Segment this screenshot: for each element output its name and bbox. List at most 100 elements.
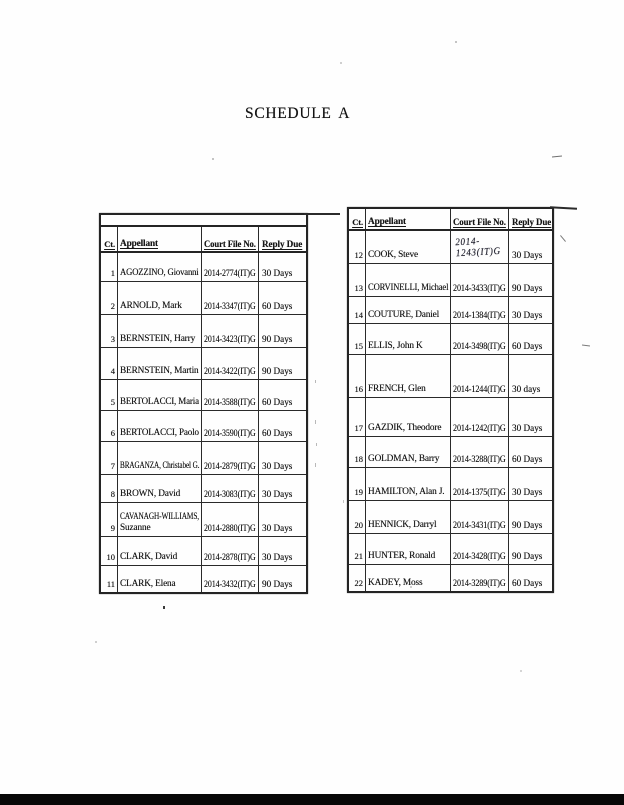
scan-speck	[315, 420, 316, 424]
row-number-cell: 16	[349, 355, 366, 397]
row-number-cell: 18	[349, 437, 366, 467]
column-header-court-file-no: Court File No.	[451, 209, 509, 229]
table-row: 13 CORVINELLI, Michael 2014-3433(IT)G 90 Da…	[349, 264, 552, 297]
court-file-no-cell: 2014-3432(IT)G	[202, 566, 259, 592]
reply-due-cell: 30 Days	[262, 552, 293, 562]
court-file-no-cell: 2014-3288(IT)G	[451, 437, 509, 467]
row-number-cell: 21	[349, 534, 366, 564]
table-row: 22 KADEY, Moss 2014-3289(IT)G 60 Days	[349, 565, 552, 591]
reply-due-cell: 30 days	[512, 384, 541, 394]
column-header-reply-due: Reply Due	[512, 217, 552, 227]
scan-speck	[560, 235, 566, 242]
page-title: SCHEDULE A	[245, 105, 351, 122]
court-file-no-cell: 2014-3083(IT)G	[202, 475, 259, 502]
row-number-cell: 3	[101, 315, 118, 347]
court-file-no-cell: 2014-3428(IT)G	[451, 534, 509, 564]
court-file-no-cell: 2014-3498(IT)G	[451, 324, 509, 354]
table-row: 20 HENNICK, Darryl 2014-3431(IT)G 90 Days	[349, 501, 552, 534]
court-file-no-cell: 2014-1375(IT)G	[451, 468, 509, 500]
court-file-no-cell: 2014-2879(IT)G	[202, 442, 259, 474]
table-row: 9 CAVANAGH-WILLIAMS, Suzanne 2014-2880(IT)G…	[101, 503, 306, 537]
scan-speck	[163, 606, 165, 609]
appellant-name-cell: KADEY, Moss	[366, 565, 451, 591]
reply-due-cell: 30 Days	[262, 268, 293, 278]
table-row: 6 BERTOLACCI, Paolo 2014-3590(IT)G 60 Days	[101, 411, 306, 442]
row-number-cell: 20	[349, 501, 366, 533]
table-row: 21 HUNTER, Ronald 2014-3428(IT)G 90 Days	[349, 534, 552, 565]
scan-speck	[340, 62, 342, 64]
column-header-appellant: Appellant	[118, 227, 202, 251]
court-file-no-cell: 2014-1242(IT)G	[451, 398, 509, 436]
reply-due-cell: 30 Days	[512, 310, 543, 320]
court-file-no-cell: 2014-3423(IT)G	[202, 315, 259, 347]
row-number-cell: 11	[101, 566, 118, 592]
reply-due-cell: 90 Days	[512, 520, 543, 530]
court-file-no-cell: 2014-1244(IT)G	[451, 355, 509, 397]
appellants-table-left: Ct. Appellant Court File No. Reply Due 1…	[99, 213, 308, 594]
row-number-cell: 12	[349, 231, 366, 263]
appellant-name-cell: HUNTER, Ronald	[366, 534, 451, 564]
reply-due-cell: 30 Days	[262, 523, 293, 533]
appellant-name-cell: COOK, Steve	[366, 231, 451, 263]
court-file-no-cell: 2014-3422(IT)G	[202, 348, 259, 379]
table-row: 7 BRAGANZA, Christabel G. 2014-2879(IT)G 30…	[101, 442, 306, 475]
reply-due-cell: 60 Days	[262, 428, 293, 438]
table-row: 8 BROWN, David 2014-3083(IT)G 30 Days	[101, 475, 306, 503]
table-body: 1 AGOZZINO, Giovanni 2014-2774(IT)G 30 Days…	[101, 253, 306, 592]
court-file-no-cell: 2014-3289(IT)G	[451, 565, 509, 591]
row-number-cell: 2	[101, 282, 118, 314]
table-row: 15 ELLIS, John K 2014-3498(IT)G 60 Days	[349, 324, 552, 355]
table-row: 2 ARNOLD, Mark 2014-3347(IT)G 60 Days	[101, 282, 306, 315]
appellant-name-cell: BERTOLACCI, Paolo	[118, 411, 202, 441]
row-number-cell: 5	[101, 380, 118, 410]
reply-due-cell: 60 Days	[262, 397, 293, 407]
appellant-name-cell: CLARK, David	[118, 537, 202, 565]
table-row: 16 FRENCH, Glen 2014-1244(IT)G 30 days	[349, 355, 552, 398]
court-file-no-cell: 2014-3590(IT)G	[202, 411, 259, 441]
court-file-no-cell: 2014-3433(IT)G	[451, 264, 509, 296]
table-body: 12 COOK, Steve 2014-1243(IT)G 30 Days 13 CORV…	[349, 231, 552, 591]
reply-due-cell: 60 Days	[512, 578, 543, 588]
scan-speck	[551, 155, 563, 158]
court-file-no-cell: 2014-2878(IT)G	[202, 537, 259, 565]
court-file-no-cell: 2014-2774(IT)G	[202, 253, 259, 281]
table-row: 4 BERNSTEIN, Martin 2014-3422(IT)G 90 Days	[101, 348, 306, 380]
row-number-cell: 6	[101, 411, 118, 441]
appellant-name-cell: HAMILTON, Alan J.	[366, 468, 451, 500]
column-header-ct: Ct.	[349, 209, 366, 229]
appellants-table-right: Ct. Appellant Court File No. Reply Due 1…	[347, 207, 554, 593]
reply-due-cell: 90 Days	[512, 551, 543, 561]
reply-due-cell: 30 Days	[512, 423, 543, 433]
table-row: 1 AGOZZINO, Giovanni 2014-2774(IT)G 30 Days	[101, 253, 306, 282]
column-header-court-file-no: Court File No.	[202, 227, 259, 251]
row-number-cell: 7	[101, 442, 118, 474]
table-header-row: Ct. Appellant Court File No. Reply Due	[349, 209, 552, 231]
table-header-row: Ct. Appellant Court File No. Reply Due	[101, 227, 306, 253]
court-file-no-cell: 2014-1243(IT)G	[451, 231, 509, 263]
row-number-cell: 22	[349, 565, 366, 591]
reply-due-cell: 90 Days	[262, 334, 293, 344]
row-number-cell: 8	[101, 475, 118, 502]
court-file-no-cell: 2014-1384(IT)G	[451, 297, 509, 323]
scan-speck	[316, 443, 317, 446]
reply-due-cell: 90 Days	[262, 579, 293, 589]
appellant-name-cell: BRAGANZA, Christabel G.	[118, 442, 202, 474]
appellant-name-cell: GAZDIK, Theodore	[366, 398, 451, 436]
appellant-name-cell: GOLDMAN, Barry	[366, 437, 451, 467]
scan-line-artifact	[304, 213, 340, 215]
reply-due-cell: 30 Days	[262, 489, 293, 499]
reply-due-cell: 90 Days	[262, 366, 293, 376]
appellant-name-cell: ELLIS, John K	[366, 324, 451, 354]
row-number-cell: 4	[101, 348, 118, 379]
table-row: 14 COUTURE, Daniel 2014-1384(IT)G 30 Days	[349, 297, 552, 324]
table-top-strip	[101, 215, 306, 227]
reply-due-cell: 30 Days	[512, 487, 543, 497]
appellant-name-cell: COUTURE, Daniel	[366, 297, 451, 323]
row-number-cell: 10	[101, 537, 118, 565]
scan-speck	[410, 586, 412, 588]
row-number-cell: 15	[349, 324, 366, 354]
reply-due-cell: 60 Days	[512, 454, 543, 464]
table-row: 10 CLARK, David 2014-2878(IT)G 30 Days	[101, 537, 306, 566]
row-number-cell: 1	[101, 253, 118, 281]
row-number-cell: 9	[101, 503, 118, 536]
